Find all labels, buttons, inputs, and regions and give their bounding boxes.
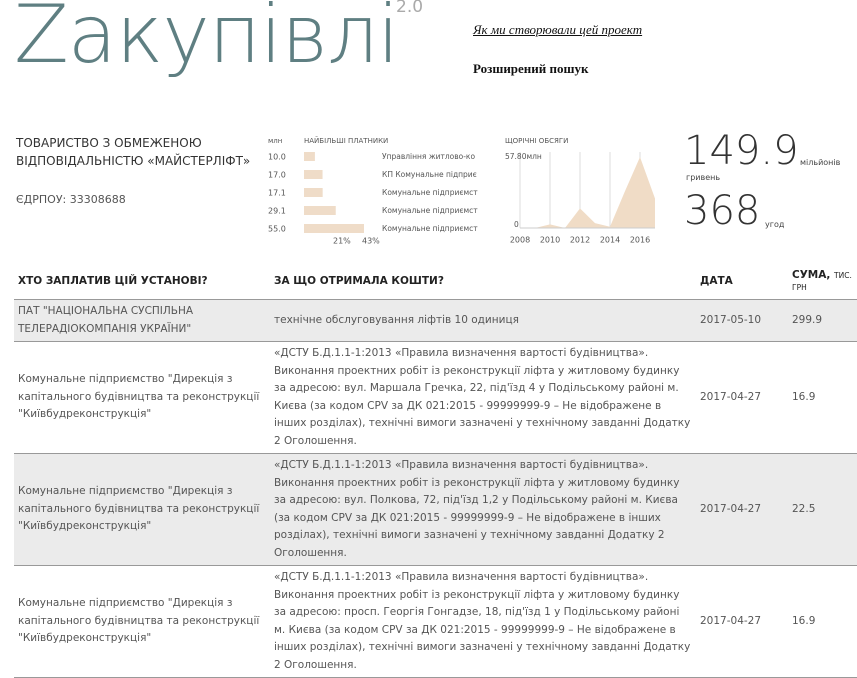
unit-label: млн xyxy=(268,137,282,145)
cell: 2017-04-27 xyxy=(696,565,788,678)
header-text: СУМА, xyxy=(792,269,831,281)
bar xyxy=(304,224,364,233)
payer-name: Управління житлово-ко xyxy=(382,152,475,161)
payer-name: Комунальне підприємст xyxy=(382,224,478,233)
header-unit: ТИС. ГРН xyxy=(792,271,852,292)
chart-title: ЩОРІЧНІ ОБСЯГИ xyxy=(505,137,568,145)
area xyxy=(520,157,655,228)
share-label: 43% xyxy=(362,237,380,246)
payer-name: Комунальне підприємст xyxy=(382,206,478,215)
column-header: ЗА ЩО ОТРИМАЛА КОШТИ? xyxy=(270,263,696,300)
header-text: ДАТА xyxy=(700,275,733,287)
deal-unit: угод xyxy=(765,220,785,229)
bar xyxy=(304,152,315,161)
chart-title: НАЙБІЛЬШІ ПЛАТНИКИ xyxy=(304,136,388,145)
deal-count: 368 xyxy=(684,188,761,234)
page: Zакупівлі 2.0 Як ми створювали цей проек… xyxy=(14,0,857,678)
amount-unit: мільйонів xyxy=(800,158,841,167)
company-name: ТОВАРИСТВО З ОБМЕЖЕНОЮ ВІДПОВІДАЛЬНІСТЮ … xyxy=(16,136,251,168)
cell: 2017-04-27 xyxy=(696,453,788,566)
value-label: 29.1 xyxy=(268,207,286,216)
cell: 22.5 xyxy=(788,453,857,566)
column-header: ДАТА xyxy=(696,263,788,300)
cell: 2017-05-10 xyxy=(696,299,788,342)
x-tick-label: 2016 xyxy=(630,236,650,245)
x-tick-label: 2012 xyxy=(570,236,590,245)
table-row: Комунальне підприємство "Дирекція з капі… xyxy=(14,565,857,678)
cell: «ДСТУ Б.Д.1.1-1:2013 «Правила визначення… xyxy=(270,453,696,566)
payer-name: КП Комунальне підприє xyxy=(382,170,477,179)
header-text: ХТО ЗАПЛАТИВ ЦІЙ УСТАНОВІ? xyxy=(18,275,208,287)
cell: 2017-04-27 xyxy=(696,341,788,454)
link[interactable]: Розширений пошук xyxy=(473,61,589,76)
value-label: 10.0 xyxy=(268,153,286,162)
table-row: ПАТ "НАЦІОНАЛЬНА СУСПІЛЬНА ТЕЛЕРАДІОКОМП… xyxy=(14,299,857,342)
cell: Комунальне підприємство "Дирекція з капі… xyxy=(14,565,270,678)
link[interactable]: Як ми створювали цей проект xyxy=(473,22,643,37)
value-label: 17.0 xyxy=(268,171,286,180)
cell: 16.9 xyxy=(788,341,857,454)
share-label: 21% xyxy=(333,237,351,246)
bar xyxy=(304,188,323,197)
total-amount: 149.9 xyxy=(684,128,799,174)
charts: млн НАЙБІЛЬШІ ПЛАТНИКИ 10.0 Управління житл… xyxy=(268,136,655,246)
column-header: СУМА, ТИС. ГРН xyxy=(788,263,857,300)
currency: гривень xyxy=(686,173,721,182)
value-label: 55.0 xyxy=(268,225,286,234)
table: ХТО ЗАПЛАТИВ ЦІЙ УСТАНОВІ? ЗА ЩО ОТРИМАЛА… xyxy=(14,263,857,678)
table-row: Комунальне підприємство "Дирекція з капі… xyxy=(14,453,857,566)
cell: «ДСТУ Б.Д.1.1-1:2013 «Правила визначення… xyxy=(270,565,696,678)
cell: технічне обслуговування ліфтів 10 одиниц… xyxy=(270,299,696,342)
cell: Комунальне підприємство "Дирекція з капі… xyxy=(14,453,270,566)
version: 2.0 xyxy=(396,0,424,17)
cell: «ДСТУ Б.Д.1.1-1:2013 «Правила визначення… xyxy=(270,341,696,454)
header-text: ЗА ЩО ОТРИМАЛА КОШТИ? xyxy=(274,275,444,287)
cell: ПАТ "НАЦІОНАЛЬНА СУСПІЛЬНА ТЕЛЕРАДІОКОМП… xyxy=(14,299,270,342)
x-tick-label: 2010 xyxy=(540,236,560,245)
company-code: ЄДРПОУ: 33308688 xyxy=(16,193,126,206)
y-tick-label: 57.80млн xyxy=(505,152,542,161)
bar xyxy=(304,170,323,179)
logo[interactable]: Zакупівлі xyxy=(14,0,399,81)
column-header: ХТО ЗАПЛАТИВ ЦІЙ УСТАНОВІ? xyxy=(14,263,270,300)
cell: Комунальне підприємство "Дирекція з капі… xyxy=(14,341,270,454)
table-row: Комунальне підприємство "Дирекція з капі… xyxy=(14,341,857,454)
x-tick-label: 2014 xyxy=(600,236,620,245)
cell: 299.9 xyxy=(788,299,857,342)
y-tick-label: 0 xyxy=(514,220,519,229)
x-tick-label: 2008 xyxy=(510,236,530,245)
cell: 16.9 xyxy=(788,565,857,678)
payer-name: Комунальне підприємст xyxy=(382,188,478,197)
bar xyxy=(304,206,336,215)
value-label: 17.1 xyxy=(268,189,286,198)
